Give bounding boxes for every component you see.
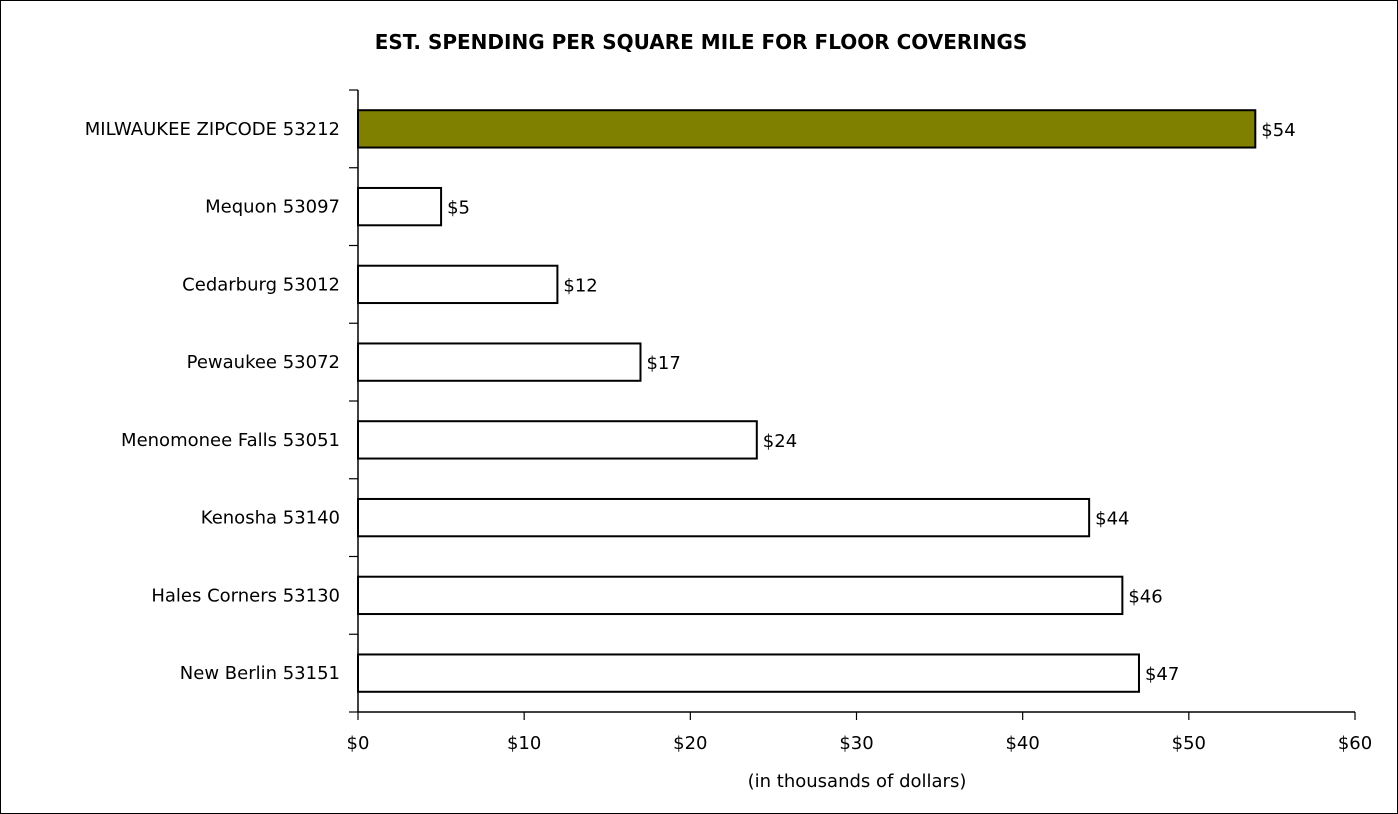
bar: [357, 420, 758, 460]
x-tick-label: $40: [1005, 733, 1039, 754]
x-tick-label: $0: [347, 733, 370, 754]
data-label: $44: [1095, 509, 1129, 530]
bar: [357, 342, 642, 382]
bar: [357, 575, 1124, 616]
x-tick-label: $20: [673, 733, 707, 754]
data-label: $12: [563, 275, 597, 296]
bar: [357, 109, 1257, 149]
data-label: $54: [1261, 120, 1295, 141]
x-tick-label: $60: [1338, 733, 1372, 754]
category-label: Pewaukee 53072: [187, 352, 340, 373]
plot-area: MILWAUKEE ZIPCODE 53212 $54 Mequon 53097 $5…: [85, 89, 1372, 754]
data-label: $17: [646, 353, 680, 374]
bar: [357, 497, 1091, 538]
data-label: $24: [763, 431, 797, 452]
x-tick-label: $50: [1172, 733, 1206, 754]
category-label: Kenosha 53140: [201, 508, 340, 529]
category-label: Hales Corners 53130: [151, 585, 340, 606]
category-label: MILWAUKEE ZIPCODE 53212: [85, 119, 340, 140]
category-label: Cedarburg 53012: [182, 274, 340, 295]
category-label: Menomonee Falls 53051: [121, 430, 340, 451]
category-label: Mequon 53097: [205, 197, 340, 218]
data-label: $5: [447, 198, 470, 219]
category-label: New Berlin 53151: [180, 663, 340, 684]
bar: [357, 653, 1140, 693]
data-label: $46: [1128, 586, 1162, 607]
chart-title: EST. SPENDING PER SQUARE MILE FOR FLOOR …: [375, 30, 1028, 54]
bar: [357, 186, 443, 227]
x-tick-label: $10: [507, 733, 541, 754]
x-tick-label: $30: [839, 733, 873, 754]
x-axis-title: (in thousands of dollars): [748, 771, 967, 792]
data-label: $47: [1145, 664, 1179, 685]
bar: [357, 264, 559, 305]
